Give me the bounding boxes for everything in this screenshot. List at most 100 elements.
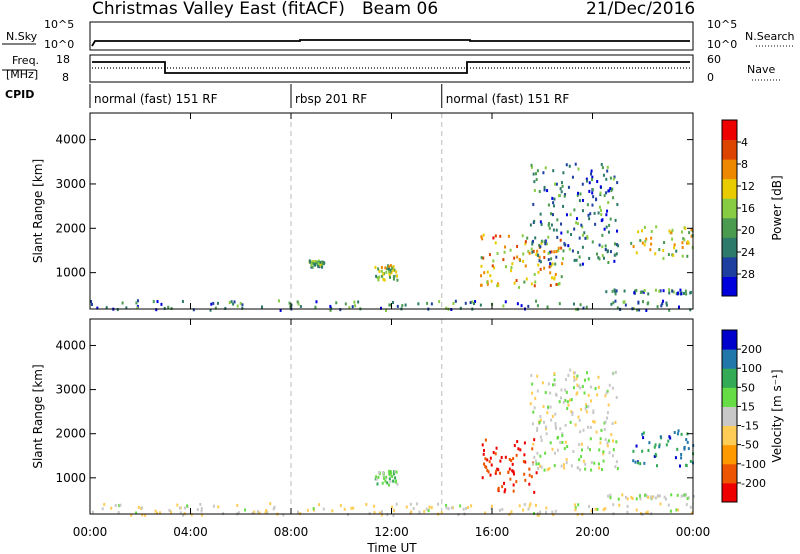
echo-cell <box>560 464 563 468</box>
echo-cell <box>484 438 487 442</box>
echo-cell <box>392 277 395 281</box>
echo-cell <box>614 292 617 296</box>
echo-cell <box>159 511 162 515</box>
echo-cell <box>528 482 531 486</box>
echo-cell <box>125 306 128 310</box>
echo-cell <box>562 204 565 208</box>
echo-cell <box>489 473 492 477</box>
echo-cell <box>491 264 494 268</box>
echo-cell <box>533 272 536 276</box>
echo-cell <box>647 301 650 305</box>
echo-cell <box>647 292 650 296</box>
echo-cell <box>312 261 315 265</box>
echo-cell <box>536 426 539 430</box>
echo-cell <box>670 493 673 497</box>
echo-cell <box>537 253 540 257</box>
echo-cell <box>272 507 275 511</box>
echo-cell <box>141 513 144 517</box>
echo-cell <box>641 290 644 294</box>
echo-cell <box>536 513 539 517</box>
echo-cell <box>394 470 397 474</box>
echo-cell <box>388 469 391 473</box>
echo-cell <box>603 421 606 425</box>
echo-cell <box>593 420 596 424</box>
cpid-segments: normal (fast) 151 RF rbsp 201 RF normal (f… <box>89 84 569 108</box>
echo-cell <box>576 217 579 221</box>
echo-cell <box>623 300 626 304</box>
echo-cell <box>586 179 589 183</box>
echo-cell <box>586 203 589 207</box>
echo-cell <box>396 278 399 282</box>
echo-cell <box>392 479 395 483</box>
echo-cell <box>553 276 556 280</box>
echo-cell <box>533 455 536 459</box>
echo-cell <box>615 396 618 400</box>
echo-cell <box>384 266 387 270</box>
echo-cell <box>515 453 518 457</box>
echo-cell <box>379 511 382 515</box>
echo-cell <box>643 493 646 497</box>
echo-cell <box>499 234 502 238</box>
echo-cell <box>501 485 504 489</box>
echo-cell <box>518 504 521 508</box>
echo-cell <box>533 284 536 288</box>
echo-cell <box>575 258 578 262</box>
echo-cell <box>603 193 606 197</box>
echo-cell <box>539 220 542 224</box>
echo-cell <box>637 461 640 465</box>
echo-cell <box>685 463 688 467</box>
echo-cell <box>600 213 603 217</box>
echo-cell <box>457 513 460 517</box>
echo-cell <box>375 475 378 479</box>
echo-cell <box>601 467 604 471</box>
echo-cell <box>654 288 657 292</box>
echo-cell <box>523 472 526 476</box>
echo-cell <box>504 300 507 304</box>
echo-cell <box>486 280 489 284</box>
echo-cell <box>562 171 565 175</box>
echo-cell <box>512 470 515 474</box>
echo-cell <box>389 268 392 272</box>
echo-cell <box>480 256 483 260</box>
echo-cell <box>110 506 113 510</box>
echo-cell <box>607 494 610 498</box>
echo-cell <box>445 506 448 510</box>
echo-cell <box>470 504 473 508</box>
echo-cell <box>365 502 368 506</box>
echo-cell <box>598 448 601 452</box>
echo-cell <box>480 274 483 278</box>
echo-cell <box>486 270 489 274</box>
echo-cell <box>353 300 356 304</box>
echo-cell <box>658 248 661 252</box>
echo-cell <box>577 415 580 419</box>
echo-cell <box>605 191 608 195</box>
echo-cell <box>530 165 533 169</box>
echo-cell <box>588 189 591 193</box>
echo-cell <box>536 249 539 253</box>
echo-cell <box>279 308 282 312</box>
echo-cell <box>530 282 533 286</box>
echo-cell <box>425 507 428 511</box>
echo-cell <box>496 467 499 471</box>
echo-cell <box>611 372 614 376</box>
station-title: Christmas Valley East (fitACF) <box>92 0 345 19</box>
echo-cell <box>524 264 527 268</box>
echo-cell <box>566 400 569 404</box>
echo-cell <box>675 249 678 253</box>
echo-cell <box>329 308 332 312</box>
echo-cell <box>497 486 500 490</box>
echo-cell <box>675 508 678 512</box>
echo-cell <box>593 211 596 215</box>
echo-cell <box>313 263 316 267</box>
echo-cell <box>606 441 609 445</box>
echo-cell <box>567 244 570 248</box>
echo-cell <box>140 506 143 510</box>
echo-cell <box>531 250 534 254</box>
echo-cell <box>532 442 535 446</box>
echo-cell <box>380 266 383 270</box>
echo-cell <box>560 190 563 194</box>
echo-cell <box>539 418 542 422</box>
echo-cell <box>319 263 322 267</box>
echo-cell <box>590 169 593 173</box>
echo-cell <box>392 275 395 279</box>
